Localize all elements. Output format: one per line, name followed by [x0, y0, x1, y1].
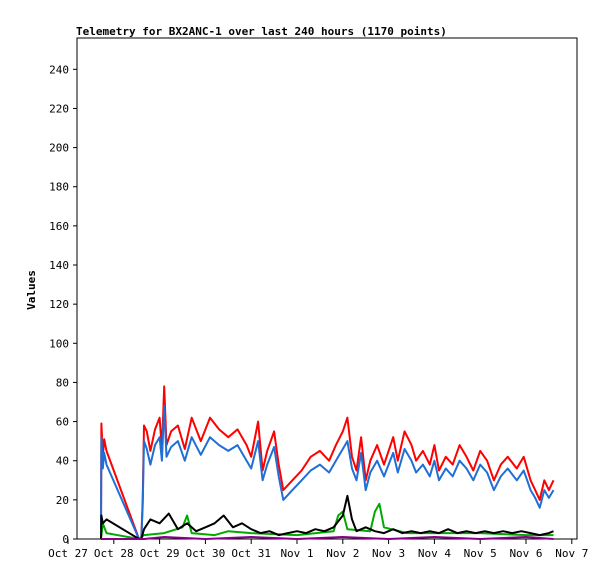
x-tick-label: Oct 28	[94, 547, 134, 560]
x-tick-label: Oct 29	[140, 547, 180, 560]
series-line-2	[100, 404, 555, 540]
y-tick-label: 160	[49, 220, 69, 233]
y-tick-label: 140	[49, 259, 69, 272]
y-axis-label: Values	[25, 270, 38, 310]
x-tick-label: Nov 5	[464, 547, 497, 560]
x-tick-label: Nov 4	[418, 547, 451, 560]
y-tick-label: 80	[56, 376, 69, 389]
y-tick-label: 20	[56, 494, 69, 507]
y-axis: 0 20 40 60 80 100 120 140 160 180 200 220 240	[49, 63, 77, 546]
x-tick-label: Nov 6	[509, 547, 542, 560]
x-tick-label: Nov 3	[372, 547, 405, 560]
x-axis: Oct 27 Oct 28 Oct 29 Oct 30 Oct 31 Nov 1 Nov 2…	[48, 539, 588, 560]
x-tick-label: Nov 1	[280, 547, 313, 560]
y-tick-label: 200	[49, 142, 69, 155]
x-tick-label: Oct 30	[186, 547, 226, 560]
y-tick-label: 120	[49, 298, 69, 311]
y-tick-label: 40	[56, 455, 69, 468]
x-tick-label: Nov 2	[326, 547, 359, 560]
y-tick-label: 60	[56, 416, 69, 429]
chart-title: Telemetry for BX2ANC-1 over last 240 hou…	[76, 25, 447, 38]
x-tick-label: Oct 31	[231, 547, 271, 560]
plot-area	[76, 37, 578, 540]
y-tick-label: 100	[49, 337, 69, 350]
series-line-1	[100, 385, 555, 540]
y-tick-label: 180	[49, 181, 69, 194]
series-line-4	[100, 494, 554, 540]
x-tick-label: Nov 7	[555, 547, 588, 560]
series-group	[100, 385, 555, 540]
series-line-5	[101, 536, 554, 540]
y-tick-label: 0	[62, 533, 69, 546]
y-tick-label: 220	[49, 102, 69, 115]
y-tick-label: 240	[49, 63, 69, 76]
x-tick-label: Oct 27	[48, 547, 88, 560]
